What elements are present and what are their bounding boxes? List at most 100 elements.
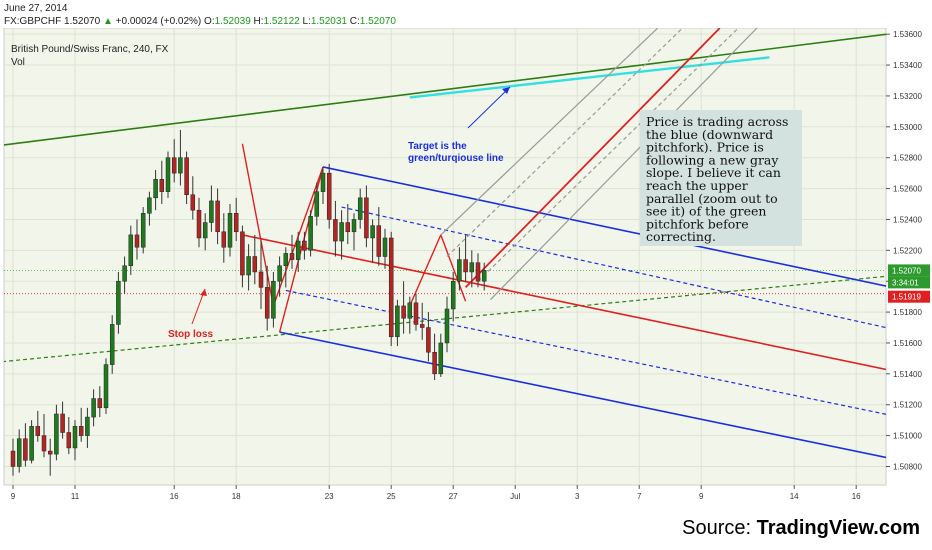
candle-body [184,157,189,195]
candle-body [240,231,245,276]
low-label: L: [302,16,311,27]
change-up-icon: ▲ [102,16,113,27]
candle-body [258,271,264,288]
change-value: +0.00024 (+0.02%) [115,16,202,27]
candle-body [289,253,295,260]
candle-body [171,157,177,174]
commentary-line: following a new gray [646,152,779,167]
candles [10,129,487,476]
open-value: 1.52039 [214,16,251,27]
candle-body [339,222,344,242]
y-tick-label: 1.52200 [893,246,922,255]
close-value: 1.52070 [359,16,396,27]
candle-body [345,222,351,233]
candle-body [357,197,363,220]
blue-lower [279,331,886,459]
candle-body [97,398,103,409]
gray-1 [440,28,659,236]
blue-upper [322,166,886,287]
green-pitchfork-upper [4,33,886,146]
candle-body [128,234,134,267]
candle-body [370,225,375,239]
x-tick-label: 3 [575,492,580,501]
candle-body [209,200,214,223]
candle-body [463,259,468,273]
candle-body [109,324,115,365]
stop-loss-price-label: 1.51919 [892,293,921,302]
target-arrow-line [467,86,511,129]
red-median [242,234,886,371]
candle-body [35,426,41,436]
candle-body [165,157,171,192]
source-brand: TradingView.com [756,517,920,539]
y-tick-label: 1.53000 [893,123,922,132]
candle-body [444,308,450,344]
candle-body [481,270,487,282]
x-axis: 9 11 16 18 23 25 27 Jul 3 7 9 14 16 [11,485,861,501]
candle-body [16,438,22,467]
y-tick-label: 1.51400 [893,370,922,379]
high-label: H: [253,16,264,27]
candle-body [419,324,425,328]
target-annotation-line2: green/turqiouse line [408,153,504,164]
y-tick-label: 1.53400 [893,61,922,70]
candle-body [277,265,282,282]
candle-body [469,262,475,273]
x-tick-label: 7 [637,492,642,501]
candle-body [66,432,72,449]
candle-body [432,351,437,375]
red-handle-4 [409,234,442,307]
y-axis: 1.53600 1.53400 1.53200 1.53000 1.52800 1.526… [886,30,930,471]
x-tick-label: Jul [510,492,520,501]
blue-upper-inner [341,206,886,329]
open-label: O: [204,16,215,27]
x-tick-label: 11 [71,492,80,501]
candle-body [41,435,47,452]
stop-loss-price-label-bg [888,290,930,303]
candle-body [122,265,127,282]
source-prefix: Source: [682,517,757,539]
chart-title: British Pound/Swiss Franc, 240, FX [11,44,169,55]
chart-subtitle: Vol [11,57,25,68]
x-tick-label: 9 [699,492,704,501]
low-value: 1.52031 [310,16,347,27]
candle-body [54,413,59,455]
candle-body [10,450,16,467]
commentary-line: the blue (downward [646,127,773,142]
ohlc-readout: FX:GBPCHF 1.52070 ▲ +0.00024 (+0.02%) O:… [4,16,396,27]
candle-body [438,342,444,375]
plot-background [3,28,887,486]
candle-body [308,216,313,251]
y-tick-label: 1.52800 [893,154,922,163]
candle-body [351,219,357,233]
candle-body [215,200,220,233]
candle-body [233,213,239,233]
x-tick-label: 23 [325,492,334,501]
candle-body [320,172,326,192]
candle-body [103,364,109,409]
candle-body [202,222,208,239]
candle-body [85,416,90,436]
candle-body [376,225,382,257]
close-label: C: [349,16,360,27]
y-tick-label: 1.51200 [893,401,922,410]
candle-body [140,213,146,248]
candle-body [153,179,158,199]
candle-body [401,305,406,319]
commentary-line: correcting. [646,229,716,244]
candle-body [475,262,481,282]
source-credit: Source: TradingView.com [682,517,920,540]
green-cyan-segment [409,56,770,99]
candle-body [72,426,78,449]
candle-body [388,237,394,338]
red-handle-1 [241,143,275,307]
candle-body [413,302,419,325]
price-chart[interactable]: 1.53600 1.53400 1.53200 1.53000 1.52800 1.526… [0,28,932,506]
y-tick-label: 1.52600 [893,185,922,194]
candle-body [252,256,258,273]
candle-body [407,302,413,319]
green-median [4,275,886,363]
x-tick-label: 27 [449,492,458,501]
candle-body [283,253,289,267]
